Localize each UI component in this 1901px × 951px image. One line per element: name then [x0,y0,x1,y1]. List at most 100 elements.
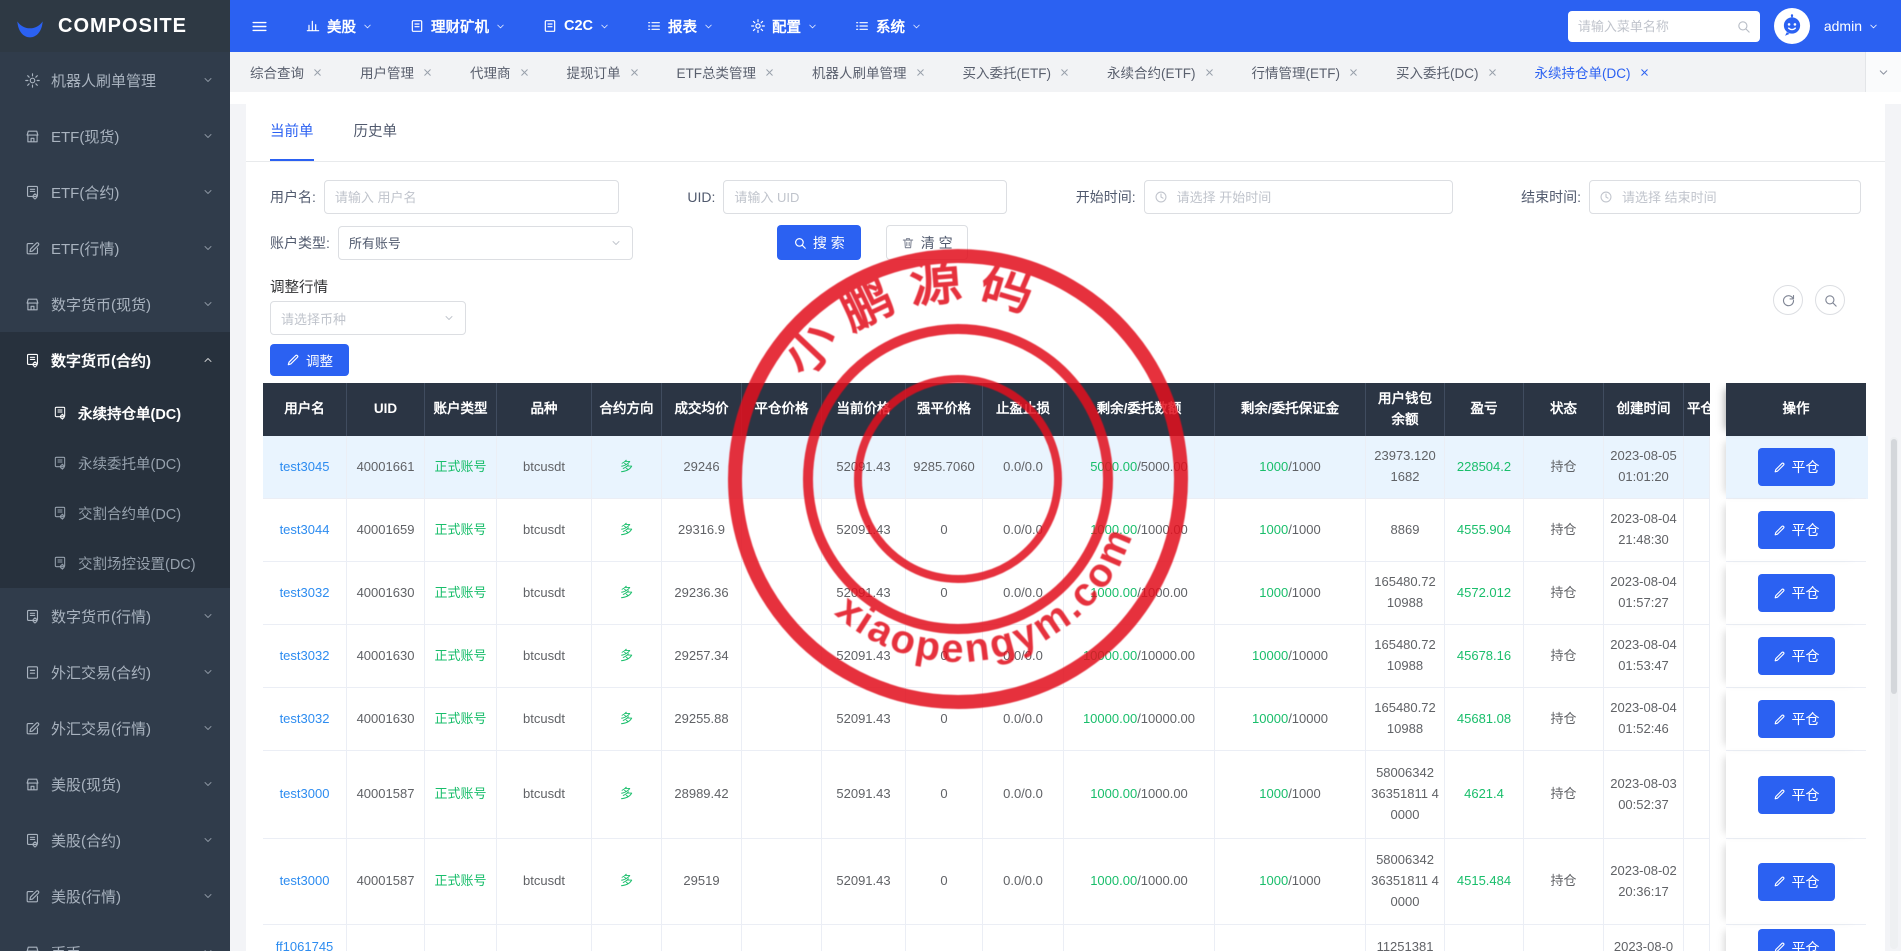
nav-menu-4[interactable]: 报表 [646,16,714,37]
tab-7[interactable]: 买入委托(ETF) [963,62,1071,82]
nav-menu-2[interactable]: 理财矿机 [409,16,506,37]
sidebar-item-13[interactable]: 币币 [0,924,230,951]
cell-username[interactable]: test3045 [263,436,347,499]
sidebar-item-label: ETF(现货) [51,128,120,146]
adjust-button[interactable]: 调整 [270,344,349,376]
close-icon [1204,67,1215,78]
cell-created: 2023-08-03 00:52:37 [1604,751,1684,839]
cell-symbol: btcusdt [497,499,592,562]
user-menu[interactable]: admin [1824,18,1879,34]
chevron-down-icon [202,186,214,198]
tab-5[interactable]: ETF总类管理 [677,62,776,82]
tab-3[interactable]: 代理商 [470,62,530,82]
value-total: /5000.00 [1137,458,1188,474]
tab-10[interactable]: 买入委托(DC) [1396,62,1498,82]
clear-button[interactable]: 清 空 [885,225,968,260]
cell-acct_type: 正式账号 [425,688,497,751]
main-area: 当前单 历史单 用户名: UID: 开始时间: 结束时间: [230,104,1901,951]
chevron-down-icon [443,312,455,324]
end-time-input[interactable] [1588,180,1861,214]
tab-9[interactable]: 行情管理(ETF) [1252,62,1360,82]
nav-menu-3[interactable]: C2C [542,16,610,37]
sidebar-subitem-3[interactable]: 交割合约单(DC) [0,488,230,538]
cell-username[interactable]: test3000 [263,839,347,925]
sidebar-item-8[interactable]: 外汇交易(合约) [0,644,230,700]
account-type-select[interactable]: 所有账号 [337,225,633,260]
content-tab-2[interactable]: 历史单 [353,124,398,140]
tab-6[interactable]: 机器人刷单管理 [812,62,926,82]
cell-avg_price: 29236.36 [662,562,742,625]
sidebar-item-1[interactable]: 机器人刷单管理 [0,52,230,108]
account-type-label: 账户类型: [270,234,330,251]
uid-input[interactable] [723,180,1008,214]
sidebar-item-11[interactable]: 美股(合约) [0,812,230,868]
doc-icon [542,18,558,34]
scrollbar-thumb[interactable] [1891,439,1897,694]
refresh-button[interactable] [1773,285,1803,315]
tab-11[interactable]: 永续持仓单(DC) [1535,62,1650,82]
menu-search-input[interactable] [1567,10,1760,42]
sidebar-subitem-2[interactable]: 永续委托单(DC) [0,438,230,488]
close-position-button[interactable]: 平仓 [1757,775,1835,814]
cell-username[interactable]: test3000 [263,751,347,839]
nav-menu-6[interactable]: 系统 [854,16,922,37]
value-filled: 10000.00 [1082,710,1138,726]
tab-label: 行情管理(ETF) [1251,66,1341,81]
moon-logo-icon [14,10,46,42]
sidebar-item-2[interactable]: ETF(现货) [0,108,230,164]
cell-liq_price: 0 [906,751,983,839]
sidebar-collapse-button[interactable] [250,17,269,36]
cell-close_price [742,436,822,499]
close-position-button[interactable]: 平仓 [1757,700,1835,738]
close-position-button[interactable]: 平仓 [1757,574,1835,612]
value-filled: 10000 [1252,647,1289,663]
sidebar-item-6[interactable]: 数字货币(合约) [0,332,230,388]
close-position-button[interactable]: 平仓 [1757,862,1835,901]
sidebar-item-10[interactable]: 美股(现货) [0,756,230,812]
cell-cur_price: 52091.43 [822,688,906,751]
coin-select[interactable]: 请选择币种 [270,301,466,335]
cell-username[interactable]: test3032 [263,688,347,751]
cell-username[interactable]: ff1061745 [263,925,347,951]
tab-2[interactable]: 用户管理 [360,62,433,82]
close-position-button[interactable]: 平仓 [1757,928,1835,951]
close-position-button[interactable]: 平仓 [1757,448,1835,486]
cell-liq_price [906,925,983,951]
tab-8[interactable]: 永续合约(ETF) [1107,62,1215,82]
tab-1[interactable]: 综合查询 [250,62,323,82]
username-input[interactable] [323,180,619,214]
shop-icon [24,296,41,313]
nav-menu-1[interactable]: 美股 [305,16,373,37]
search-button[interactable]: 搜 索 [776,225,861,260]
sidebar-subitem-4[interactable]: 交割场控设置(DC) [0,538,230,588]
cell-username[interactable]: test3032 [263,625,347,688]
sidebar-item-9[interactable]: 外汇交易(行情) [0,700,230,756]
close-position-button[interactable]: 平仓 [1757,637,1835,675]
tab-4[interactable]: 提现订单 [567,62,640,82]
sidebar-subitem-label: 交割场控设置(DC) [78,556,196,573]
cell-trunc [1684,499,1710,562]
sidebar-item-5[interactable]: 数字货币(现货) [0,276,230,332]
cell-created: 2023-08-05 01:01:20 [1604,436,1684,499]
nav-menu-5[interactable]: 配置 [750,16,818,37]
tab-list-dropdown-button[interactable] [1865,52,1901,92]
sidebar-item-3[interactable]: ETF(合约) [0,164,230,220]
cell-username[interactable]: test3044 [263,499,347,562]
sidebar-subitem-1[interactable]: 永续持仓单(DC) [0,388,230,438]
nav-menu-label: 美股 [327,19,356,36]
sidebar-item-7[interactable]: 数字货币(行情) [0,588,230,644]
start-time-input[interactable] [1143,180,1453,214]
column-header-pnl: 盈亏 [1445,383,1524,436]
sidebar-item-4[interactable]: ETF(行情) [0,220,230,276]
vertical-scrollbar[interactable] [1890,437,1898,949]
table-search-button[interactable] [1815,285,1845,315]
cell-wallet: 8869 [1366,499,1445,562]
close-position-button[interactable]: 平仓 [1757,511,1835,549]
cell-margin: 1000/1000 [1215,436,1366,499]
sql-icon [52,555,68,571]
content-tab-1[interactable]: 当前单 [270,104,314,161]
sidebar-item-12[interactable]: 美股(行情) [0,868,230,924]
avatar[interactable] [1773,8,1810,44]
fixed-column-gap [1710,839,1726,925]
cell-username[interactable]: test3032 [263,562,347,625]
